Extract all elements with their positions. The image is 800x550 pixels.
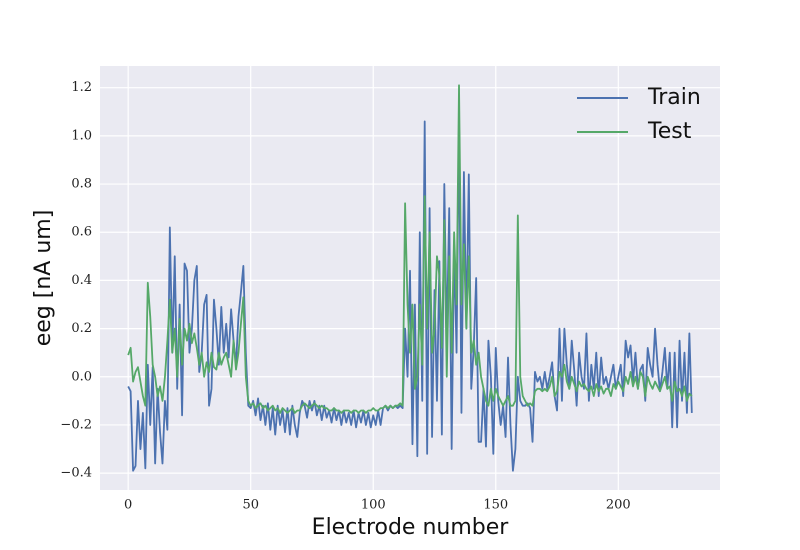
- x-axis-label: Electrode number: [312, 515, 510, 540]
- x-tick-label: 0: [124, 498, 132, 513]
- y-tick-label: 0.8: [71, 177, 92, 192]
- y-axis-label: eeg [nA um]: [31, 210, 56, 347]
- y-tick-label: 0.6: [71, 225, 92, 240]
- x-tick-label: 100: [361, 498, 386, 513]
- x-tick-label: 50: [242, 498, 259, 513]
- x-tick-label: 150: [483, 498, 508, 513]
- y-tick-label: 0.2: [71, 321, 92, 336]
- y-tick-label: 0.4: [71, 273, 92, 288]
- legend-label: Train: [647, 85, 701, 110]
- y-tick-label: 0.0: [71, 369, 92, 384]
- y-tick-label: −0.2: [60, 417, 92, 432]
- y-tick-label: 1.2: [71, 80, 92, 95]
- y-tick-label: −0.4: [60, 466, 92, 481]
- y-tick-label: 1.0: [71, 128, 92, 143]
- x-tick-label: 200: [606, 498, 631, 513]
- series-line: [127, 115, 693, 472]
- legend-label: Test: [647, 119, 692, 144]
- series-line: [127, 84, 693, 414]
